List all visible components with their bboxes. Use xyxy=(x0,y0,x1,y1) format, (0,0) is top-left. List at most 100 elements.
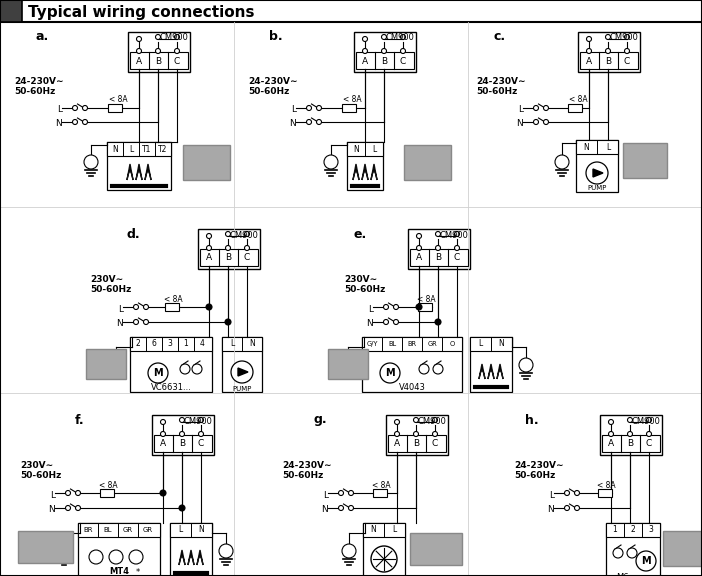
Circle shape xyxy=(613,548,623,558)
Circle shape xyxy=(625,35,630,40)
Circle shape xyxy=(394,320,399,324)
Bar xyxy=(342,104,356,112)
Text: MT4: MT4 xyxy=(109,567,129,576)
Text: N: N xyxy=(548,506,554,514)
Circle shape xyxy=(586,36,592,41)
Text: CM900: CM900 xyxy=(229,230,258,240)
Text: Basic
Boiler: Basic Boiler xyxy=(410,151,444,173)
Circle shape xyxy=(109,550,123,564)
Circle shape xyxy=(519,358,533,372)
Polygon shape xyxy=(371,164,377,180)
Bar xyxy=(130,337,212,351)
Circle shape xyxy=(143,320,149,324)
Circle shape xyxy=(433,364,443,374)
Circle shape xyxy=(435,232,440,237)
Circle shape xyxy=(574,491,579,495)
Text: Zone
Valve: Zone Valve xyxy=(333,353,363,375)
Text: < 8A: < 8A xyxy=(109,96,127,104)
Bar xyxy=(606,523,660,576)
Polygon shape xyxy=(136,164,142,180)
Bar xyxy=(170,523,212,537)
Bar xyxy=(578,32,640,72)
Text: 50-60Hz: 50-60Hz xyxy=(514,472,555,480)
Circle shape xyxy=(65,491,70,495)
Circle shape xyxy=(156,35,161,40)
Text: 24-230V∼: 24-230V∼ xyxy=(248,78,298,86)
Text: GR: GR xyxy=(123,527,133,533)
Text: L: L xyxy=(57,105,62,115)
Circle shape xyxy=(416,233,421,238)
Text: L: L xyxy=(368,305,373,313)
Bar xyxy=(222,337,262,351)
Circle shape xyxy=(586,162,608,184)
Text: V4043: V4043 xyxy=(399,382,425,392)
Polygon shape xyxy=(145,164,151,180)
Circle shape xyxy=(383,320,388,324)
Circle shape xyxy=(380,363,400,383)
Bar xyxy=(108,104,122,112)
Text: N: N xyxy=(353,145,359,153)
Circle shape xyxy=(65,506,70,510)
Text: B: B xyxy=(179,439,185,449)
Circle shape xyxy=(317,105,322,111)
Text: A: A xyxy=(160,439,166,449)
Polygon shape xyxy=(127,164,133,180)
Circle shape xyxy=(348,506,354,510)
Polygon shape xyxy=(238,368,248,376)
Circle shape xyxy=(72,105,77,111)
Bar xyxy=(418,303,432,311)
Text: CM900: CM900 xyxy=(385,33,414,43)
Circle shape xyxy=(416,245,421,251)
Text: BR: BR xyxy=(84,527,93,533)
Circle shape xyxy=(543,105,548,111)
Text: 24-230V∼: 24-230V∼ xyxy=(282,460,331,469)
Circle shape xyxy=(432,431,437,437)
Circle shape xyxy=(89,550,103,564)
Text: PUMP: PUMP xyxy=(588,185,607,191)
Text: B: B xyxy=(413,439,419,449)
Circle shape xyxy=(219,544,233,558)
Text: 50-60Hz: 50-60Hz xyxy=(20,472,61,480)
Text: C: C xyxy=(432,439,438,449)
Circle shape xyxy=(136,48,142,54)
Bar xyxy=(154,435,212,452)
Circle shape xyxy=(534,119,538,124)
Bar xyxy=(576,140,618,192)
Circle shape xyxy=(432,418,437,423)
Bar xyxy=(18,531,73,563)
Text: M6...: M6... xyxy=(616,573,636,576)
Bar xyxy=(404,145,451,180)
Text: M: M xyxy=(385,368,395,378)
Text: 230V∼: 230V∼ xyxy=(20,460,53,469)
Text: Cooling
System: Cooling System xyxy=(416,538,457,560)
Circle shape xyxy=(647,431,651,437)
Bar xyxy=(170,523,212,576)
Text: g.: g. xyxy=(313,414,327,426)
Circle shape xyxy=(57,544,71,558)
Circle shape xyxy=(606,35,611,40)
Bar xyxy=(0,0,22,22)
Text: Pump
Only: Pump Only xyxy=(628,149,662,171)
Polygon shape xyxy=(497,364,503,379)
Circle shape xyxy=(395,431,399,437)
Bar xyxy=(347,142,383,156)
Text: 2: 2 xyxy=(135,339,140,348)
Circle shape xyxy=(244,232,249,237)
Bar xyxy=(100,489,114,497)
Circle shape xyxy=(199,418,204,423)
Polygon shape xyxy=(179,550,185,565)
Text: 230V∼: 230V∼ xyxy=(344,275,377,283)
Circle shape xyxy=(574,506,579,510)
Text: f.: f. xyxy=(75,414,85,426)
Bar xyxy=(663,531,702,566)
Circle shape xyxy=(175,48,180,54)
Text: N: N xyxy=(366,320,373,328)
Bar xyxy=(200,249,258,266)
Circle shape xyxy=(609,419,614,425)
Text: 6: 6 xyxy=(152,339,157,348)
Circle shape xyxy=(555,155,569,169)
Text: CM900: CM900 xyxy=(631,416,660,426)
Circle shape xyxy=(435,319,441,325)
Text: B: B xyxy=(627,439,633,449)
Circle shape xyxy=(371,546,397,572)
